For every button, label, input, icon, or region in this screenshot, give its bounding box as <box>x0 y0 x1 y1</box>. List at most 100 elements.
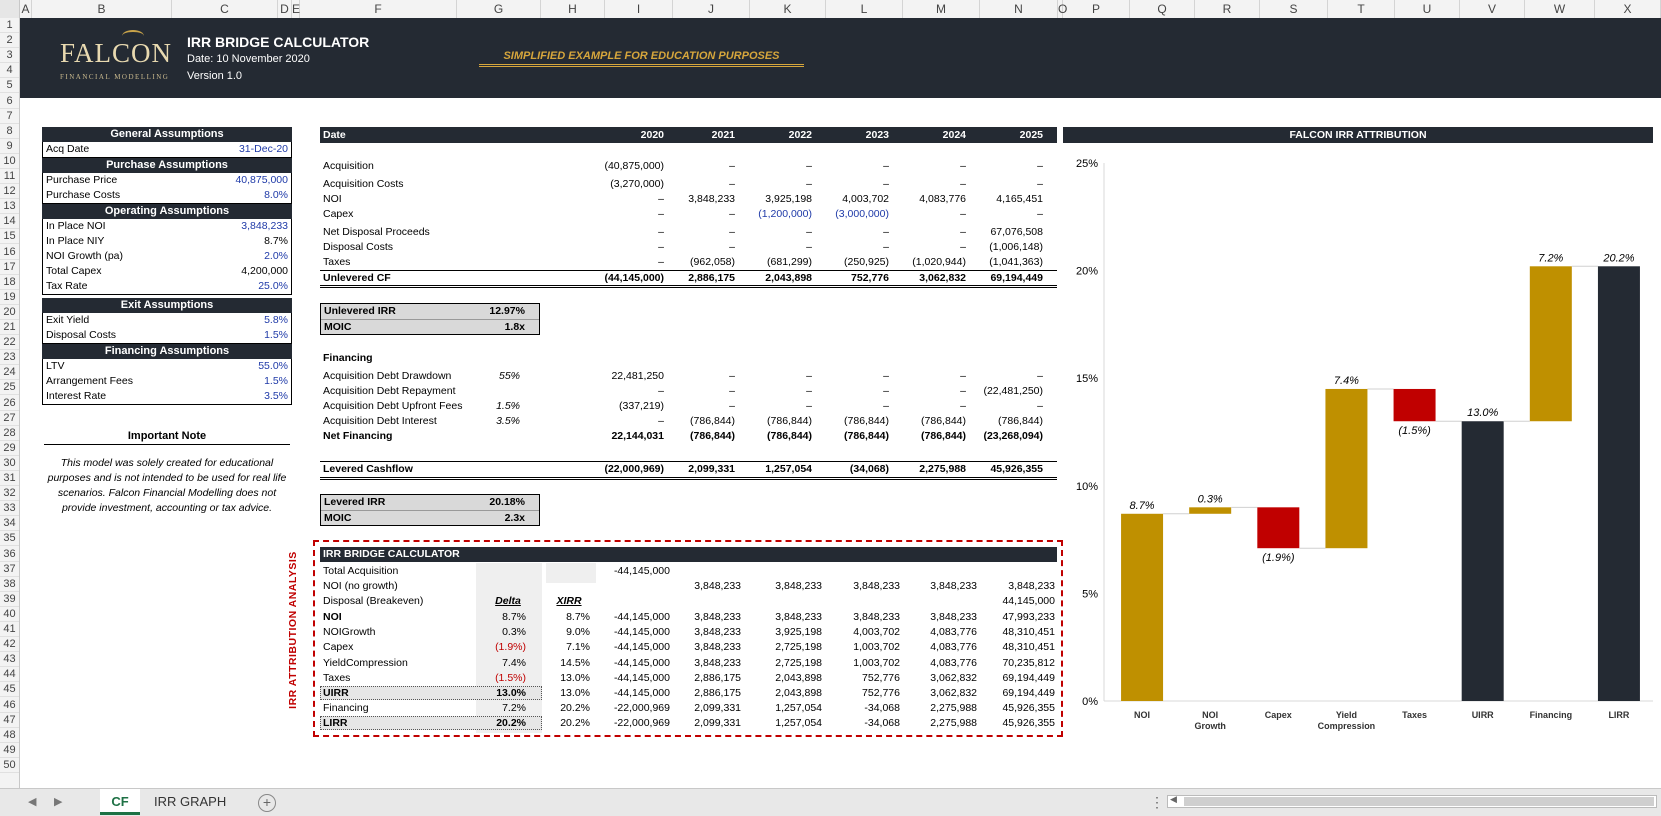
cashflow-cell[interactable]: – <box>1037 178 1043 190</box>
irr-attribution-chart[interactable]: 0%5%10%15%20%25%8.7%NOI0.3%NOIGrowth(1.9… <box>1063 143 1653 743</box>
cashflow-cell[interactable]: 22,144,031 <box>611 430 664 442</box>
bridge-cell[interactable]: 2,725,198 <box>775 641 822 654</box>
row-header[interactable]: 45 <box>0 682 19 698</box>
column-header[interactable]: A <box>20 0 32 18</box>
row-header[interactable]: 17 <box>0 260 19 275</box>
bridge-cell[interactable]: 1,003,702 <box>853 641 900 654</box>
row-header[interactable]: 4 <box>0 63 19 79</box>
cashflow-cell[interactable]: 3,925,198 <box>765 193 812 205</box>
cashflow-cell[interactable]: 67,076,508 <box>990 226 1043 238</box>
bridge-cell[interactable]: 3,848,233 <box>694 641 741 654</box>
row-header[interactable]: 5 <box>0 78 19 94</box>
scroll-left-icon[interactable]: ◀ <box>28 796 37 808</box>
column-header[interactable]: M <box>903 0 980 18</box>
cashflow-cell[interactable]: – <box>658 415 664 427</box>
row-header[interactable]: 25 <box>0 380 19 396</box>
cashflow-cell[interactable]: (786,844) <box>844 415 889 427</box>
cashflow-cell[interactable]: 3,062,832 <box>919 272 966 284</box>
cashflow-cell[interactable]: – <box>883 241 889 253</box>
row-header[interactable]: 7 <box>0 109 19 124</box>
bridge-cell[interactable]: 4,083,776 <box>930 641 977 654</box>
bridge-cell[interactable]: 69,194,449 <box>1002 687 1055 699</box>
row-header[interactable]: 22 <box>0 335 19 351</box>
cashflow-cell[interactable]: (44,145,000) <box>604 272 664 284</box>
row-header[interactable]: 36 <box>0 547 19 562</box>
cashflow-cell[interactable]: – <box>729 370 735 382</box>
in-place-noi-row[interactable]: In Place NOI 3,848,233 <box>42 219 292 234</box>
value[interactable]: 3,848,233 <box>241 220 288 232</box>
bridge-cell[interactable]: 4,003,702 <box>853 626 900 639</box>
row-header[interactable]: 39 <box>0 592 19 607</box>
value[interactable]: 40,875,000 <box>235 174 288 186</box>
row-header[interactable]: 38 <box>0 577 19 592</box>
levered-irr-value[interactable]: 20.18% <box>489 496 525 508</box>
cashflow-cell[interactable]: – <box>658 256 664 268</box>
cashflow-cell[interactable]: 2,886,175 <box>688 272 735 284</box>
horizontal-scrollbar[interactable]: ◀ <box>1167 794 1657 808</box>
bridge-cell[interactable]: 2,099,331 <box>694 702 741 715</box>
row-header[interactable]: 8 <box>0 124 19 139</box>
row-header[interactable]: 37 <box>0 562 19 577</box>
column-header[interactable]: G <box>457 0 541 18</box>
row-header[interactable]: 41 <box>0 622 19 637</box>
total-capex-row[interactable]: Total Capex 4,200,000 <box>42 264 292 279</box>
row-header[interactable]: 42 <box>0 637 19 653</box>
in-place-niy-row[interactable]: In Place NIY 8.7% <box>42 234 292 249</box>
purchase-price-row[interactable]: Purchase Price 40,875,000 <box>42 173 292 188</box>
cashflow-cell[interactable]: 4,003,702 <box>842 193 889 205</box>
acq-date-row[interactable]: Acq Date 31-Dec-20 <box>42 142 292 158</box>
bridge-delta[interactable]: 7.2% <box>502 702 526 715</box>
row-header[interactable]: 15 <box>0 229 19 245</box>
row-header[interactable]: 31 <box>0 471 19 486</box>
cashflow-cell[interactable]: (786,844) <box>690 415 735 427</box>
column-header[interactable]: K <box>750 0 826 18</box>
cashflow-cell[interactable]: – <box>960 241 966 253</box>
row-header[interactable]: 34 <box>0 516 19 532</box>
cashflow-cell[interactable]: – <box>658 193 664 205</box>
cashflow-cell[interactable]: (786,844) <box>921 430 966 442</box>
bridge-xirr[interactable]: 7.1% <box>566 641 590 654</box>
bridge-cell[interactable]: 1,257,054 <box>775 717 822 730</box>
bridge-cell[interactable]: 752,776 <box>862 671 900 684</box>
bridge-cell[interactable]: 45,926,355 <box>1002 702 1055 715</box>
bridge-cell[interactable]: 2,043,898 <box>775 687 822 699</box>
disposal-breakeven-value[interactable]: 44,145,000 <box>1002 595 1055 607</box>
row-header[interactable]: 29 <box>0 441 19 456</box>
row-header[interactable]: 46 <box>0 698 19 713</box>
column-header[interactable]: N <box>980 0 1058 18</box>
bridge-delta[interactable]: 0.3% <box>502 626 526 639</box>
cashflow-cell[interactable]: (40,875,000) <box>604 160 664 172</box>
cashflow-cell[interactable]: (22,481,250) <box>983 385 1043 397</box>
bridge-cell[interactable]: 47,993,233 <box>1002 611 1055 623</box>
row-header[interactable]: 33 <box>0 501 19 517</box>
moic-unlevered-value[interactable]: 1.8x <box>504 321 525 333</box>
bridge-cell[interactable]: 2,275,988 <box>930 717 977 730</box>
bridge-delta[interactable]: (1.5%) <box>495 671 526 684</box>
column-header[interactable]: I <box>605 0 673 18</box>
debt-drawdown-rate[interactable]: 55% <box>498 370 520 382</box>
bridge-cell[interactable]: 3,062,832 <box>930 687 977 699</box>
cashflow-cell[interactable]: – <box>883 385 889 397</box>
total-acquisition-value[interactable]: -44,145,000 <box>613 565 670 577</box>
add-sheet-icon[interactable]: + <box>258 794 276 812</box>
cashflow-cell[interactable]: – <box>658 385 664 397</box>
cashflow-cell[interactable]: – <box>883 370 889 382</box>
row-header[interactable]: 14 <box>0 214 19 230</box>
cashflow-cell[interactable]: (250,925) <box>844 256 889 268</box>
cashflow-cell[interactable]: (337,219) <box>619 400 664 412</box>
value[interactable]: 3.5% <box>264 390 288 402</box>
bridge-cell[interactable]: -34,068 <box>864 717 900 730</box>
cashflow-cell[interactable]: (681,299) <box>767 256 812 268</box>
bridge-cell[interactable]: 752,776 <box>862 687 900 699</box>
bridge-cell[interactable]: 48,310,451 <box>1002 626 1055 639</box>
column-header[interactable]: P <box>1063 0 1130 18</box>
column-header[interactable]: Q <box>1130 0 1195 18</box>
value[interactable]: 5.8% <box>264 314 288 326</box>
row-header[interactable]: 48 <box>0 728 19 743</box>
cashflow-cell[interactable]: (786,844) <box>844 430 889 442</box>
waterfall-bar[interactable] <box>1597 266 1640 701</box>
bridge-cell[interactable]: -44,145,000 <box>613 611 670 623</box>
row-header[interactable]: 23 <box>0 350 19 366</box>
debt-interest-rate[interactable]: 3.5% <box>496 415 520 427</box>
row-header[interactable]: 24 <box>0 365 19 381</box>
